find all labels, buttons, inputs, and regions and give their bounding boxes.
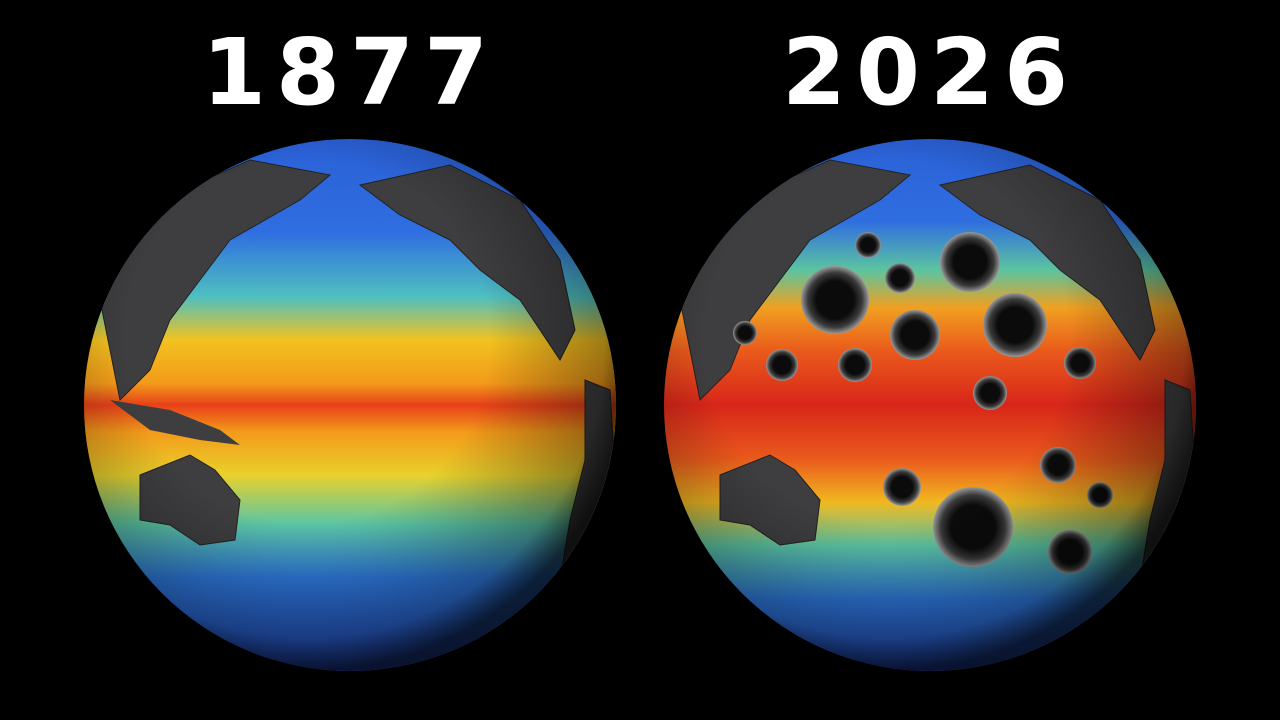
year-label: 1877 [202,19,498,126]
shading [84,139,616,671]
shading [664,139,1196,671]
year-label: 2026 [782,19,1078,126]
globe-future [664,139,1196,671]
globe-past [84,139,616,671]
